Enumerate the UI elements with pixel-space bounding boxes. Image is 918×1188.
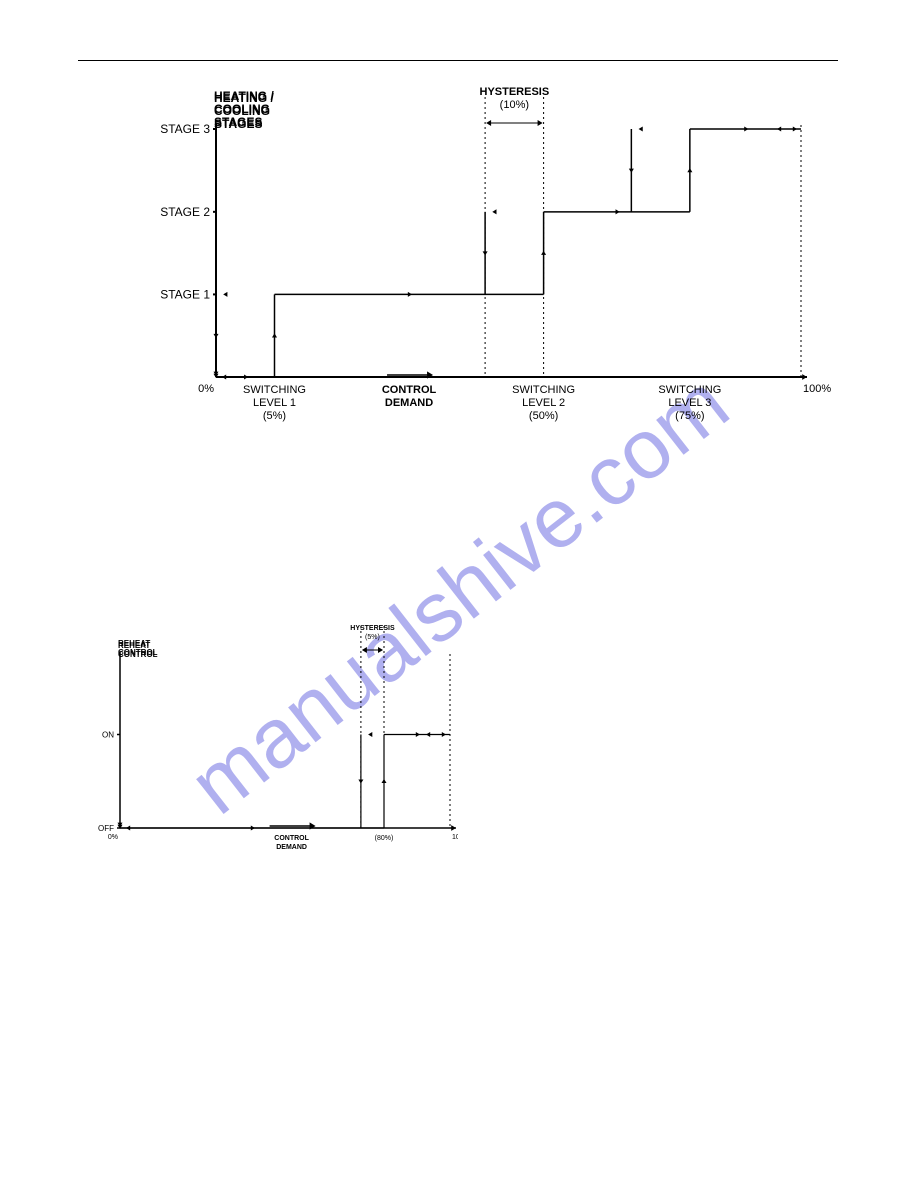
svg-text:HYSTERESIS: HYSTERESIS	[350, 625, 395, 632]
svg-text:LEVEL 2: LEVEL 2	[522, 397, 565, 409]
svg-text:(50%): (50%)	[529, 410, 558, 422]
svg-text:SWITCHING: SWITCHING	[243, 384, 306, 396]
svg-text:CONTROL: CONTROL	[118, 648, 158, 657]
reheat-hysteresis-chart: HYSTERESIS(5%)REHEATCONTROLOFFON0%100%CO…	[78, 620, 458, 880]
svg-text:LEVEL 1: LEVEL 1	[253, 397, 296, 409]
svg-text:(10%): (10%)	[500, 99, 529, 111]
svg-text:DEMAND: DEMAND	[385, 397, 433, 409]
svg-text:COOLING: COOLING	[214, 102, 270, 116]
svg-text:ON: ON	[102, 730, 114, 739]
page-header-rule	[78, 60, 838, 61]
svg-text:REHEAT: REHEAT	[118, 639, 150, 648]
svg-text:HEATING /: HEATING /	[214, 89, 274, 103]
svg-text:0%: 0%	[198, 383, 214, 395]
svg-text:DEMAND: DEMAND	[276, 844, 307, 851]
svg-text:STAGE 1: STAGE 1	[160, 288, 210, 302]
svg-text:0%: 0%	[108, 834, 118, 841]
staging-hysteresis-chart: HYSTERESIS(10%) HEATING /COOLINGSTAGES STA…	[138, 85, 838, 455]
svg-text:100%: 100%	[452, 834, 458, 841]
svg-text:STAGE 3: STAGE 3	[160, 122, 210, 136]
svg-text:HYSTERESIS: HYSTERESIS	[480, 86, 550, 98]
svg-text:SWITCHING: SWITCHING	[512, 384, 575, 396]
svg-text:(5%): (5%)	[365, 634, 380, 641]
svg-text:SWITCHING: SWITCHING	[658, 384, 721, 396]
svg-text:(75%): (75%)	[675, 410, 704, 422]
svg-text:(5%): (5%)	[263, 410, 286, 422]
svg-text:LEVEL 3: LEVEL 3	[668, 397, 711, 409]
svg-text:STAGES: STAGES	[214, 115, 262, 129]
svg-text:CONTROL: CONTROL	[382, 384, 437, 396]
svg-text:100%: 100%	[803, 383, 831, 395]
svg-text:STAGE 2: STAGE 2	[160, 205, 210, 219]
svg-text:(80%): (80%)	[375, 835, 394, 842]
svg-text:OFF: OFF	[98, 824, 114, 833]
svg-text:CONTROL: CONTROL	[274, 835, 309, 842]
